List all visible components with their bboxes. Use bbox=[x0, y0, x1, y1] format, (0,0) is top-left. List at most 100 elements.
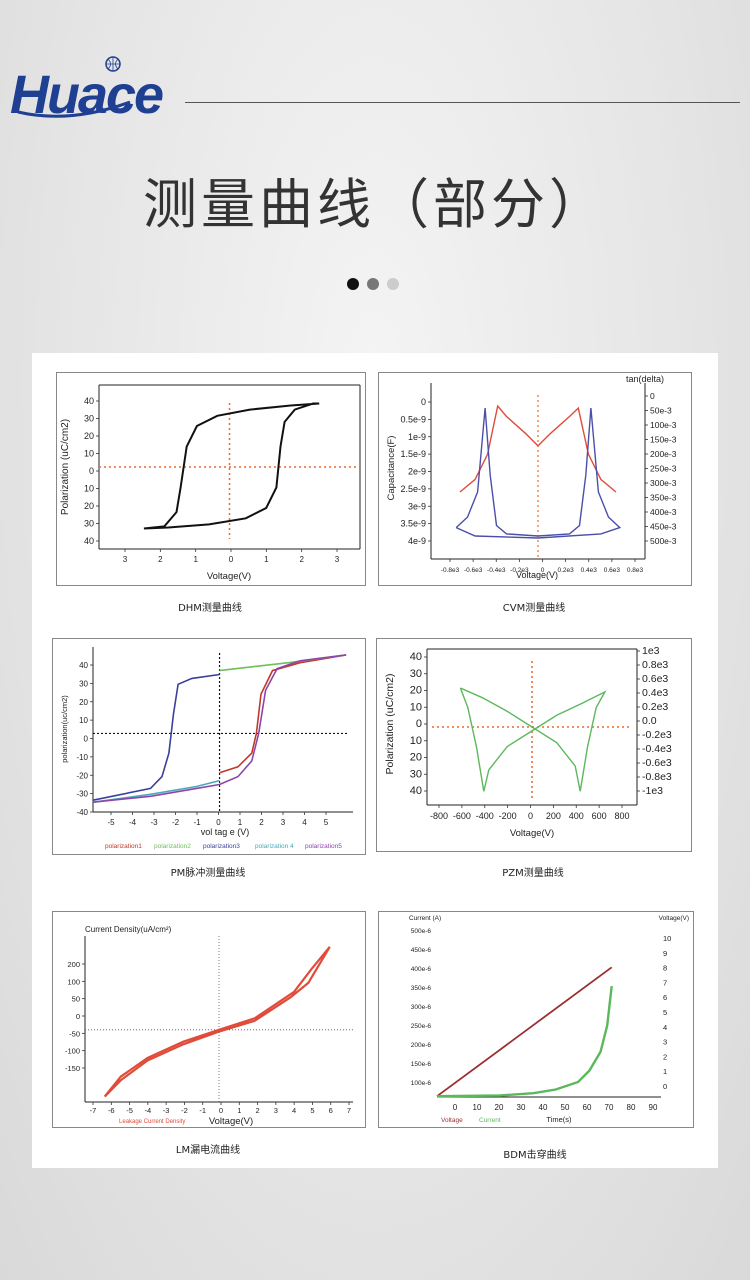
x-tick-label: -1 bbox=[193, 818, 201, 827]
x-tick-label: -4 bbox=[129, 818, 137, 827]
x-axis-label: Voltage(V) bbox=[209, 1116, 253, 1127]
x-tick-label: 0 bbox=[219, 1106, 223, 1115]
x-tick-label: -0.8e3 bbox=[441, 567, 460, 574]
y2-tick-label: 0.8e3 bbox=[642, 659, 668, 671]
y-tick-label: -30 bbox=[76, 790, 88, 799]
y-tick-label: 350e-6 bbox=[411, 985, 432, 992]
y-tick-label: -150 bbox=[65, 1064, 80, 1073]
y-tick-label: 400e-6 bbox=[411, 966, 432, 973]
y-tick-label: 40 bbox=[410, 785, 422, 797]
y-tick-label: 4e-9 bbox=[408, 536, 426, 546]
chart-dhm: 3 2 1 0 1 2 340302010010203040Voltage(V)Polari… bbox=[60, 384, 361, 582]
y2-tick-label: -0.2e3 bbox=[642, 729, 672, 741]
x-tick-label: 70 bbox=[605, 1103, 614, 1112]
x-tick-label: 0.6e3 bbox=[604, 567, 621, 574]
dot-2 bbox=[367, 278, 379, 290]
x-tick-label: -0.2e3 bbox=[510, 567, 529, 574]
y2-tick-label: 0.6e3 bbox=[642, 673, 668, 685]
series-line bbox=[143, 402, 320, 530]
x-tick-label: 1 bbox=[238, 818, 243, 827]
x-tick-label: 0.4e3 bbox=[581, 567, 598, 574]
x-tick-label: 60 bbox=[583, 1103, 592, 1112]
chart-pzm-box: -800 -600 -400 -200 0 200 400 600 800 40 30 20 10 0 10… bbox=[376, 638, 692, 852]
x-tick-label: 30 bbox=[517, 1103, 526, 1112]
caption-pm: PM脉冲测量曲线 bbox=[170, 868, 246, 879]
x-tick-label: -2 bbox=[172, 818, 180, 827]
x-axis-label: Voltage(V) bbox=[510, 828, 554, 839]
y2-tick-label: -1e3 bbox=[642, 785, 663, 797]
y2-tick-label: 100e-3 bbox=[650, 420, 677, 430]
y-tick-label: 2.5e-9 bbox=[400, 484, 426, 494]
y2-tick-label: 450e-3 bbox=[650, 522, 677, 532]
y-tick-label: 30 bbox=[79, 679, 88, 688]
x-axis-label: Voltage(V) bbox=[516, 570, 558, 580]
header-divider bbox=[185, 102, 740, 103]
y2-tick-label: 8 bbox=[663, 964, 667, 973]
y-tick-label: 10 bbox=[410, 701, 422, 713]
caption-pzm: PZM测量曲线 bbox=[502, 868, 564, 879]
y2-tick-label: -0.6e3 bbox=[642, 757, 672, 769]
x-tick-label: 20 bbox=[495, 1103, 504, 1112]
y2-tick-label: 500e-3 bbox=[650, 536, 677, 546]
y2-tick-label: 250e-3 bbox=[650, 464, 677, 474]
chart-cvm-box: -0.8e3 -0.6e3 -0.4e3 -0.2e3 0 0.2e3 0.4e3 0.6e3… bbox=[378, 372, 692, 586]
y2-tick-label: 2 bbox=[663, 1052, 667, 1061]
y2-tick-label: 9 bbox=[663, 949, 667, 958]
x-tick-label: 200 bbox=[546, 811, 561, 821]
caption-lm: LM漏电流曲线 bbox=[175, 1145, 241, 1156]
x-tick-label: -6 bbox=[108, 1106, 115, 1115]
y-tick-label: 0 bbox=[416, 718, 422, 730]
dot-3 bbox=[387, 278, 399, 290]
x-tick-label: -5 bbox=[126, 1106, 133, 1115]
x-tick-label: 3 bbox=[274, 1106, 278, 1115]
y-tick-label: 0 bbox=[89, 466, 94, 476]
x-tick-label: -600 bbox=[453, 811, 471, 821]
dot-1 bbox=[347, 278, 359, 290]
chart-dhm-box: 3 2 1 0 1 2 3 40 30 20 10 0 10 20 30 40 Voltage(V) Polari… bbox=[56, 372, 366, 586]
y2-tick-label: 350e-3 bbox=[650, 493, 677, 503]
y-tick-label: 20 bbox=[84, 431, 94, 441]
x-tick-label: 5 bbox=[310, 1106, 314, 1115]
y2-tick-label: -0.8e3 bbox=[642, 771, 672, 783]
x-tick-label: 80 bbox=[627, 1103, 636, 1112]
y-tick-label: 20 bbox=[79, 698, 88, 707]
y-tick-label: 150e-6 bbox=[411, 1061, 432, 1068]
y-tick-label: 0 bbox=[421, 397, 426, 407]
chart-lm: -7 -6 -5 -4 -3 -2 -1 0 1 2 3 4 5 6 7 200 100 50 0 -50 -100 -1… bbox=[65, 925, 353, 1127]
legend-entry: Leakage Current Density bbox=[119, 1119, 185, 1125]
x-tick-label: 0 bbox=[453, 1103, 458, 1112]
chart-pm-box: -5 -4 -3 -2 -1 0 1 2 3 4 5 40 30 20 10 0 -10 -20 -30 -40 vol… bbox=[52, 638, 366, 855]
y-tick-label: 100 bbox=[67, 977, 80, 986]
x-tick-label: 10 bbox=[473, 1103, 482, 1112]
x-tick-label: 90 bbox=[649, 1103, 658, 1112]
y-tick-label: -10 bbox=[76, 753, 88, 762]
y-tick-label: 30 bbox=[410, 768, 422, 780]
x-tick-label: 2 bbox=[259, 818, 264, 827]
y-tick-label: 100e-6 bbox=[411, 1080, 432, 1087]
logo-text: Huace bbox=[10, 65, 164, 125]
x-tick-label: 0 bbox=[528, 811, 533, 821]
y-tick-label: 40 bbox=[79, 661, 88, 670]
x-tick-label: 400 bbox=[569, 811, 584, 821]
x-tick-label: 3 bbox=[335, 555, 340, 564]
y-tick-label: -50 bbox=[69, 1029, 80, 1038]
x-tick-label: -7 bbox=[90, 1106, 97, 1115]
x-tick-label: 0 bbox=[216, 818, 221, 827]
x-tick-label: -0.4e3 bbox=[487, 567, 506, 574]
x-tick-label: 50 bbox=[561, 1103, 570, 1112]
y2-tick-label: 0.4e3 bbox=[642, 687, 668, 699]
y-axis-label: Polarization (uC/cm2) bbox=[384, 674, 396, 775]
x-tick-label: 40 bbox=[539, 1103, 548, 1112]
x-tick-label: 3 bbox=[123, 555, 128, 564]
x-tick-label: -400 bbox=[476, 811, 494, 821]
y2-tick-label: 150e-3 bbox=[650, 435, 677, 445]
series-voltage bbox=[436, 966, 613, 1097]
y-tick-label: 40 bbox=[84, 396, 94, 406]
y-axis-label: Polarization (uC/cm2) bbox=[60, 419, 71, 515]
huace-logo: Huace bbox=[10, 52, 195, 130]
y-tick-label: -100 bbox=[65, 1047, 80, 1056]
y2-tick-label: 0.2e3 bbox=[642, 701, 668, 713]
y-tick-label: 10 bbox=[410, 735, 422, 747]
y2-tick-label: 6 bbox=[663, 993, 667, 1002]
series-capacitance bbox=[459, 404, 617, 493]
